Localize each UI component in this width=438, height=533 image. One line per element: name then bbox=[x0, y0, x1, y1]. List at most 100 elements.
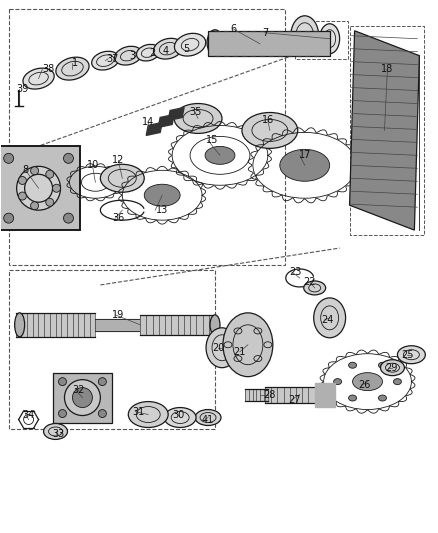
Ellipse shape bbox=[207, 30, 223, 55]
Text: 37: 37 bbox=[106, 54, 119, 63]
Text: 13: 13 bbox=[156, 205, 168, 215]
Ellipse shape bbox=[314, 298, 346, 338]
Ellipse shape bbox=[100, 164, 144, 192]
Text: 14: 14 bbox=[142, 117, 154, 127]
Ellipse shape bbox=[210, 315, 220, 335]
Text: 20: 20 bbox=[212, 343, 224, 353]
Polygon shape bbox=[158, 115, 174, 127]
Ellipse shape bbox=[205, 147, 235, 164]
Ellipse shape bbox=[174, 103, 222, 133]
Text: 36: 36 bbox=[112, 213, 124, 223]
Text: 22: 22 bbox=[304, 277, 316, 287]
Text: 30: 30 bbox=[172, 409, 184, 419]
Ellipse shape bbox=[59, 409, 67, 417]
Ellipse shape bbox=[64, 379, 100, 416]
Text: 21: 21 bbox=[234, 347, 246, 357]
Text: 34: 34 bbox=[22, 409, 35, 419]
Ellipse shape bbox=[4, 154, 14, 163]
Ellipse shape bbox=[18, 192, 26, 200]
Text: 33: 33 bbox=[53, 430, 65, 440]
Ellipse shape bbox=[17, 166, 60, 210]
Ellipse shape bbox=[18, 176, 26, 184]
Text: 2: 2 bbox=[149, 47, 155, 58]
Ellipse shape bbox=[320, 24, 339, 54]
Ellipse shape bbox=[43, 424, 67, 439]
Ellipse shape bbox=[31, 202, 39, 209]
Ellipse shape bbox=[144, 184, 180, 206]
Polygon shape bbox=[146, 123, 162, 135]
Ellipse shape bbox=[304, 281, 326, 295]
Ellipse shape bbox=[378, 395, 386, 401]
Text: 32: 32 bbox=[72, 385, 85, 394]
Text: 7: 7 bbox=[262, 28, 268, 38]
Polygon shape bbox=[168, 108, 184, 120]
Ellipse shape bbox=[64, 213, 74, 223]
Polygon shape bbox=[265, 386, 314, 402]
Text: 3: 3 bbox=[129, 51, 135, 61]
Text: 15: 15 bbox=[206, 135, 218, 146]
Ellipse shape bbox=[64, 154, 74, 163]
Ellipse shape bbox=[280, 149, 330, 181]
Text: 26: 26 bbox=[358, 379, 371, 390]
Ellipse shape bbox=[195, 409, 221, 425]
Ellipse shape bbox=[397, 346, 425, 364]
Ellipse shape bbox=[153, 38, 183, 59]
Ellipse shape bbox=[334, 378, 342, 385]
Ellipse shape bbox=[291, 16, 319, 55]
Ellipse shape bbox=[46, 198, 54, 206]
Text: 28: 28 bbox=[264, 390, 276, 400]
Ellipse shape bbox=[14, 313, 25, 337]
Polygon shape bbox=[245, 389, 268, 401]
Ellipse shape bbox=[99, 409, 106, 417]
Ellipse shape bbox=[381, 360, 404, 376]
Ellipse shape bbox=[23, 68, 54, 89]
Text: 10: 10 bbox=[87, 160, 99, 171]
Text: 35: 35 bbox=[189, 108, 201, 117]
Polygon shape bbox=[16, 313, 95, 337]
Ellipse shape bbox=[353, 373, 382, 391]
Ellipse shape bbox=[128, 401, 168, 427]
Ellipse shape bbox=[31, 167, 39, 175]
Text: 19: 19 bbox=[112, 310, 124, 320]
Polygon shape bbox=[140, 315, 215, 335]
Text: 12: 12 bbox=[112, 155, 124, 165]
Text: 25: 25 bbox=[401, 350, 413, 360]
Polygon shape bbox=[208, 31, 330, 55]
Ellipse shape bbox=[378, 362, 386, 368]
Text: 5: 5 bbox=[183, 44, 189, 54]
Ellipse shape bbox=[56, 57, 89, 80]
Ellipse shape bbox=[174, 34, 206, 56]
Text: 31: 31 bbox=[132, 407, 145, 416]
Ellipse shape bbox=[59, 378, 67, 385]
Ellipse shape bbox=[223, 313, 273, 377]
Polygon shape bbox=[350, 31, 419, 230]
Text: 29: 29 bbox=[385, 362, 398, 373]
Ellipse shape bbox=[4, 213, 14, 223]
Ellipse shape bbox=[53, 184, 60, 192]
Ellipse shape bbox=[46, 170, 54, 178]
Ellipse shape bbox=[99, 378, 106, 385]
Text: 23: 23 bbox=[290, 267, 302, 277]
Text: 39: 39 bbox=[17, 84, 29, 94]
Ellipse shape bbox=[115, 46, 142, 65]
Ellipse shape bbox=[393, 378, 401, 385]
Ellipse shape bbox=[92, 51, 119, 70]
Ellipse shape bbox=[72, 387, 92, 408]
Ellipse shape bbox=[137, 44, 160, 61]
Text: 38: 38 bbox=[42, 63, 55, 74]
Text: 1: 1 bbox=[72, 58, 78, 68]
Text: 27: 27 bbox=[289, 394, 301, 405]
Text: 6: 6 bbox=[230, 24, 236, 34]
Polygon shape bbox=[314, 383, 335, 407]
Ellipse shape bbox=[206, 328, 238, 368]
Text: 16: 16 bbox=[262, 116, 274, 125]
Text: 4: 4 bbox=[162, 46, 168, 55]
Text: 17: 17 bbox=[299, 150, 311, 160]
Polygon shape bbox=[0, 147, 81, 230]
Polygon shape bbox=[95, 319, 140, 331]
Polygon shape bbox=[53, 373, 112, 423]
Text: 24: 24 bbox=[321, 315, 334, 325]
Text: 18: 18 bbox=[381, 63, 394, 74]
Ellipse shape bbox=[242, 112, 298, 148]
Ellipse shape bbox=[349, 395, 357, 401]
